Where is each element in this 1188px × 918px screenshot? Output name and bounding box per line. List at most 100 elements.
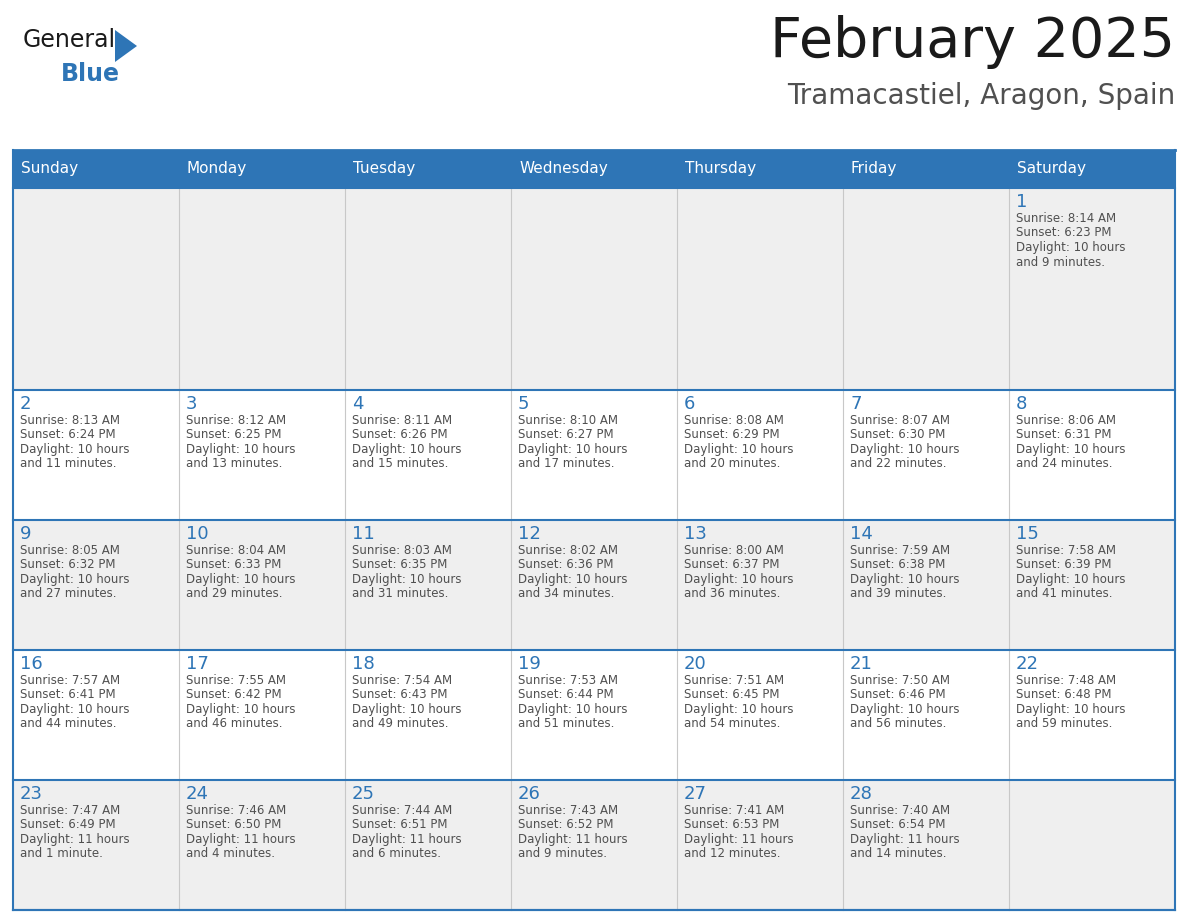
Text: Sunrise: 8:05 AM: Sunrise: 8:05 AM: [20, 543, 120, 556]
Text: Sunrise: 7:53 AM: Sunrise: 7:53 AM: [518, 674, 618, 687]
Text: Sunrise: 7:47 AM: Sunrise: 7:47 AM: [20, 804, 120, 817]
Text: Daylight: 10 hours: Daylight: 10 hours: [684, 442, 794, 455]
Text: 2: 2: [20, 395, 32, 412]
Text: and 31 minutes.: and 31 minutes.: [352, 588, 448, 600]
Text: Daylight: 10 hours: Daylight: 10 hours: [352, 573, 461, 586]
Text: Sunset: 6:52 PM: Sunset: 6:52 PM: [518, 819, 613, 832]
Text: and 41 minutes.: and 41 minutes.: [1016, 588, 1112, 600]
Bar: [13, 780, 1175, 910]
Text: Sunset: 6:49 PM: Sunset: 6:49 PM: [20, 819, 115, 832]
Text: and 24 minutes.: and 24 minutes.: [1016, 457, 1112, 470]
Text: Sunset: 6:35 PM: Sunset: 6:35 PM: [352, 558, 448, 571]
Text: Sunset: 6:26 PM: Sunset: 6:26 PM: [352, 428, 448, 442]
Text: 17: 17: [187, 655, 209, 673]
Text: and 11 minutes.: and 11 minutes.: [20, 457, 116, 470]
Text: Daylight: 10 hours: Daylight: 10 hours: [352, 442, 461, 455]
Text: Thursday: Thursday: [685, 162, 756, 176]
Text: 8: 8: [1016, 395, 1028, 412]
Text: Sunrise: 7:50 AM: Sunrise: 7:50 AM: [849, 674, 950, 687]
Text: Daylight: 11 hours: Daylight: 11 hours: [352, 833, 462, 845]
Text: Daylight: 10 hours: Daylight: 10 hours: [20, 573, 129, 586]
Text: Sunrise: 7:57 AM: Sunrise: 7:57 AM: [20, 674, 120, 687]
Text: Daylight: 10 hours: Daylight: 10 hours: [518, 573, 627, 586]
Text: and 20 minutes.: and 20 minutes.: [684, 457, 781, 470]
Text: Sunrise: 7:59 AM: Sunrise: 7:59 AM: [849, 543, 950, 556]
Bar: [13, 650, 1175, 780]
Text: 10: 10: [187, 525, 209, 543]
Text: 19: 19: [518, 655, 541, 673]
Text: and 49 minutes.: and 49 minutes.: [352, 717, 449, 731]
Text: Daylight: 10 hours: Daylight: 10 hours: [187, 573, 296, 586]
Text: Daylight: 10 hours: Daylight: 10 hours: [187, 442, 296, 455]
Text: and 51 minutes.: and 51 minutes.: [518, 717, 614, 731]
Text: Sunset: 6:29 PM: Sunset: 6:29 PM: [684, 428, 779, 442]
Text: 5: 5: [518, 395, 530, 412]
Text: Sunset: 6:39 PM: Sunset: 6:39 PM: [1016, 558, 1112, 571]
Text: 11: 11: [352, 525, 374, 543]
Text: 22: 22: [1016, 655, 1040, 673]
Text: Wednesday: Wednesday: [519, 162, 608, 176]
Text: Sunset: 6:37 PM: Sunset: 6:37 PM: [684, 558, 779, 571]
Text: Sunrise: 8:02 AM: Sunrise: 8:02 AM: [518, 543, 618, 556]
Text: and 39 minutes.: and 39 minutes.: [849, 588, 947, 600]
Text: 20: 20: [684, 655, 707, 673]
Text: Blue: Blue: [61, 62, 120, 86]
Text: 9: 9: [20, 525, 32, 543]
Text: Sunrise: 7:43 AM: Sunrise: 7:43 AM: [518, 804, 618, 817]
Text: Sunrise: 7:54 AM: Sunrise: 7:54 AM: [352, 674, 453, 687]
Text: 23: 23: [20, 785, 43, 803]
Text: and 9 minutes.: and 9 minutes.: [518, 847, 607, 860]
Text: Daylight: 10 hours: Daylight: 10 hours: [20, 442, 129, 455]
Text: 27: 27: [684, 785, 707, 803]
Text: Sunrise: 8:03 AM: Sunrise: 8:03 AM: [352, 543, 451, 556]
Text: Sunset: 6:43 PM: Sunset: 6:43 PM: [352, 688, 448, 701]
Polygon shape: [115, 30, 137, 62]
Text: Sunset: 6:38 PM: Sunset: 6:38 PM: [849, 558, 946, 571]
Text: 7: 7: [849, 395, 861, 412]
Text: 18: 18: [352, 655, 374, 673]
Text: and 22 minutes.: and 22 minutes.: [849, 457, 947, 470]
Text: Daylight: 10 hours: Daylight: 10 hours: [684, 573, 794, 586]
Text: February 2025: February 2025: [770, 15, 1175, 69]
Text: Daylight: 11 hours: Daylight: 11 hours: [20, 833, 129, 845]
Text: Daylight: 10 hours: Daylight: 10 hours: [849, 573, 960, 586]
Text: Sunrise: 7:58 AM: Sunrise: 7:58 AM: [1016, 543, 1116, 556]
Text: and 1 minute.: and 1 minute.: [20, 847, 103, 860]
Text: 28: 28: [849, 785, 873, 803]
Text: Sunset: 6:45 PM: Sunset: 6:45 PM: [684, 688, 779, 701]
Text: 4: 4: [352, 395, 364, 412]
Bar: [13, 150, 1175, 188]
Text: Daylight: 10 hours: Daylight: 10 hours: [187, 703, 296, 716]
Text: Sunset: 6:24 PM: Sunset: 6:24 PM: [20, 428, 115, 442]
Text: Sunrise: 7:40 AM: Sunrise: 7:40 AM: [849, 804, 950, 817]
Text: Sunset: 6:33 PM: Sunset: 6:33 PM: [187, 558, 282, 571]
Text: Sunrise: 8:04 AM: Sunrise: 8:04 AM: [187, 543, 286, 556]
Text: and 9 minutes.: and 9 minutes.: [1016, 255, 1105, 268]
Text: Friday: Friday: [851, 162, 897, 176]
Text: Sunset: 6:32 PM: Sunset: 6:32 PM: [20, 558, 115, 571]
Text: 12: 12: [518, 525, 541, 543]
Text: Sunrise: 8:14 AM: Sunrise: 8:14 AM: [1016, 212, 1116, 225]
Text: Sunset: 6:48 PM: Sunset: 6:48 PM: [1016, 688, 1112, 701]
Bar: [13, 389, 1175, 520]
Text: General: General: [23, 28, 116, 52]
Text: Daylight: 10 hours: Daylight: 10 hours: [1016, 241, 1125, 254]
Text: 13: 13: [684, 525, 707, 543]
Text: and 46 minutes.: and 46 minutes.: [187, 717, 283, 731]
Text: Daylight: 10 hours: Daylight: 10 hours: [1016, 573, 1125, 586]
Text: Sunrise: 7:41 AM: Sunrise: 7:41 AM: [684, 804, 784, 817]
Text: and 54 minutes.: and 54 minutes.: [684, 717, 781, 731]
Text: 1: 1: [1016, 193, 1028, 211]
Text: Sunrise: 8:13 AM: Sunrise: 8:13 AM: [20, 414, 120, 427]
Text: Sunset: 6:44 PM: Sunset: 6:44 PM: [518, 688, 614, 701]
Text: and 34 minutes.: and 34 minutes.: [518, 588, 614, 600]
Text: and 27 minutes.: and 27 minutes.: [20, 588, 116, 600]
Text: Daylight: 11 hours: Daylight: 11 hours: [187, 833, 296, 845]
Text: Daylight: 10 hours: Daylight: 10 hours: [1016, 442, 1125, 455]
Text: and 17 minutes.: and 17 minutes.: [518, 457, 614, 470]
Text: Sunrise: 7:46 AM: Sunrise: 7:46 AM: [187, 804, 286, 817]
Text: Sunset: 6:51 PM: Sunset: 6:51 PM: [352, 819, 448, 832]
Text: Saturday: Saturday: [1017, 162, 1086, 176]
Text: Monday: Monday: [187, 162, 247, 176]
Text: 3: 3: [187, 395, 197, 412]
